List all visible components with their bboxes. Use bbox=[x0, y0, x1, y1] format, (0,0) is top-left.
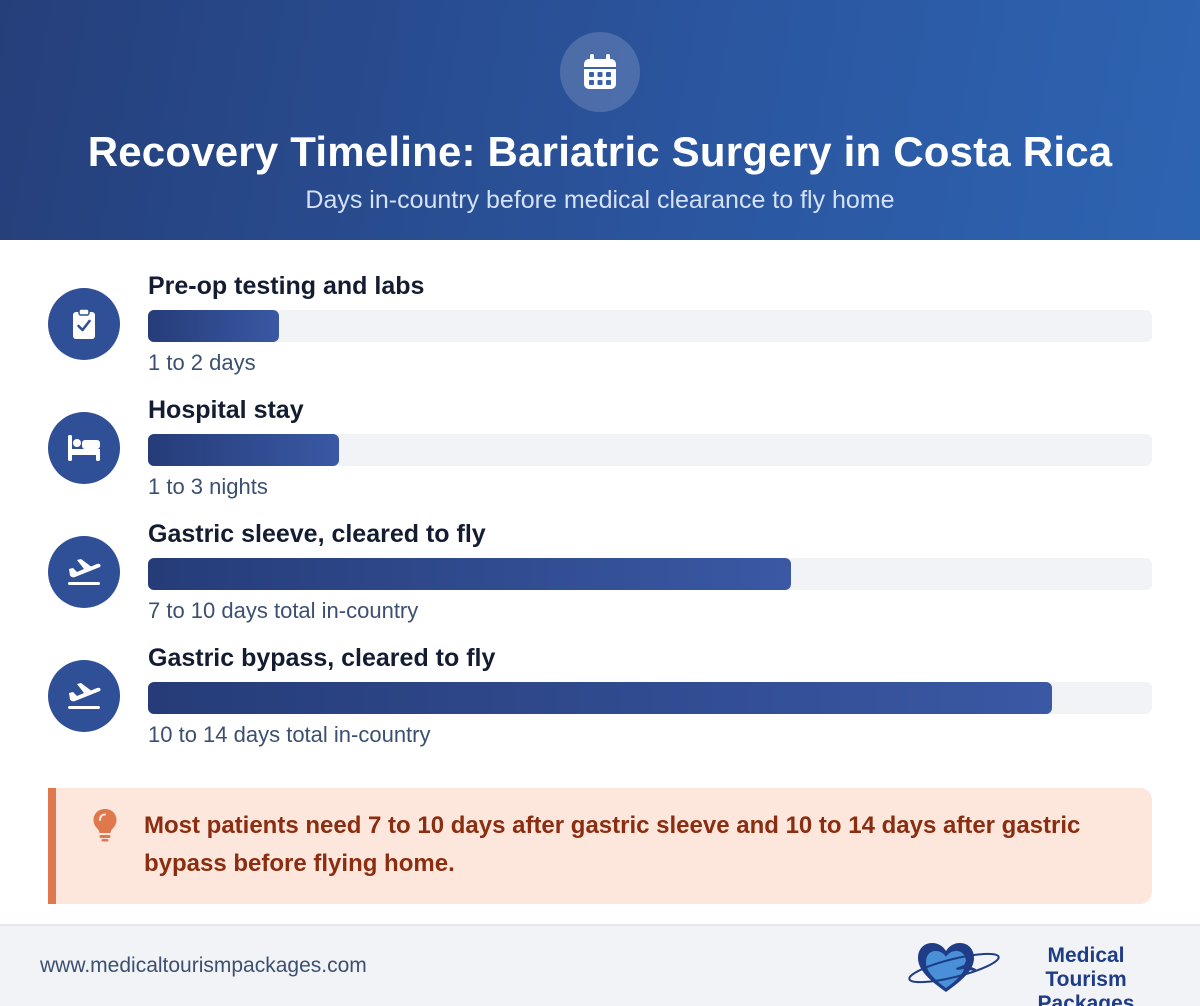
page-title: Recovery Timeline: Bariatric Surgery in … bbox=[87, 128, 1113, 175]
brand-name-line1: Medical Tourism bbox=[1045, 944, 1127, 991]
timeline-label: Gastric bypass, cleared to fly bbox=[148, 644, 496, 672]
brand-name-line2: Packages bbox=[1037, 992, 1135, 1006]
plane-departure-icon bbox=[68, 559, 101, 585]
progress-track bbox=[148, 558, 1152, 590]
timeline-label: Pre-op testing and labs bbox=[148, 272, 425, 300]
progress-fill bbox=[148, 558, 791, 590]
progress-track bbox=[148, 310, 1152, 342]
progress-fill bbox=[148, 682, 1052, 714]
bed-icon bbox=[68, 435, 100, 461]
header-icon-circle bbox=[560, 32, 640, 112]
timeline-row-hospital: Hospital stay 1 to 3 nights bbox=[0, 396, 1200, 506]
page-subtitle: Days in-country before medical clearance… bbox=[305, 186, 895, 214]
timeline-label: Hospital stay bbox=[148, 396, 304, 424]
progress-fill bbox=[148, 310, 279, 342]
brand-name: Medical Tourism Packages bbox=[1008, 944, 1164, 1006]
row-icon-circle bbox=[48, 288, 120, 360]
plane-departure-icon bbox=[68, 683, 101, 709]
brand-logo: Medical Tourism Packages bbox=[904, 940, 1164, 1006]
lightbulb-icon bbox=[93, 809, 117, 842]
callout-text: Most patients need 7 to 10 days after ga… bbox=[144, 812, 1081, 877]
website-link[interactable]: www.medicaltourismpackages.com bbox=[40, 954, 367, 977]
progress-fill bbox=[148, 434, 339, 466]
key-takeaway-callout: Most patients need 7 to 10 days after ga… bbox=[48, 788, 1152, 904]
timeline-value: 10 to 14 days total in-country bbox=[148, 722, 431, 747]
header-banner: Recovery Timeline: Bariatric Surgery in … bbox=[0, 0, 1200, 240]
row-icon-circle bbox=[48, 536, 120, 608]
footer: www.medicaltourismpackages.com Medical T… bbox=[0, 924, 1200, 1006]
row-icon-circle bbox=[48, 660, 120, 732]
timeline-row-sleeve: Gastric sleeve, cleared to fly 7 to 10 d… bbox=[0, 520, 1200, 630]
timeline-value: 7 to 10 days total in-country bbox=[148, 598, 419, 623]
timeline-row-bypass: Gastric bypass, cleared to fly 10 to 14 … bbox=[0, 644, 1200, 754]
timeline-label: Gastric sleeve, cleared to fly bbox=[148, 520, 486, 548]
timeline-value: 1 to 2 days bbox=[148, 350, 256, 375]
timeline-row-preop: Pre-op testing and labs 1 to 2 days bbox=[0, 272, 1200, 382]
heart-plane-logo-icon bbox=[908, 943, 1000, 992]
timeline-value: 1 to 3 nights bbox=[148, 474, 268, 499]
clipboard-check-icon bbox=[73, 308, 95, 339]
row-icon-circle bbox=[48, 412, 120, 484]
progress-track bbox=[148, 682, 1152, 714]
progress-track bbox=[148, 434, 1152, 466]
calendar-icon bbox=[584, 54, 616, 89]
